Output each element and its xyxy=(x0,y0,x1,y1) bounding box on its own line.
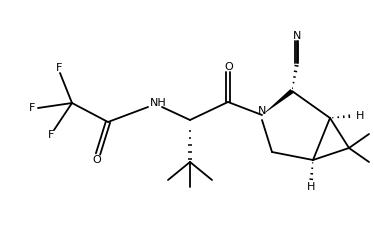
Text: N: N xyxy=(293,31,301,41)
Text: H: H xyxy=(307,182,315,192)
Polygon shape xyxy=(262,89,294,115)
Text: H: H xyxy=(356,111,364,121)
Text: F: F xyxy=(56,63,62,73)
Text: NH: NH xyxy=(150,98,167,108)
Text: O: O xyxy=(225,62,233,72)
Text: F: F xyxy=(48,130,54,140)
Text: F: F xyxy=(29,103,35,113)
Text: N: N xyxy=(258,106,266,116)
Text: O: O xyxy=(93,155,101,165)
